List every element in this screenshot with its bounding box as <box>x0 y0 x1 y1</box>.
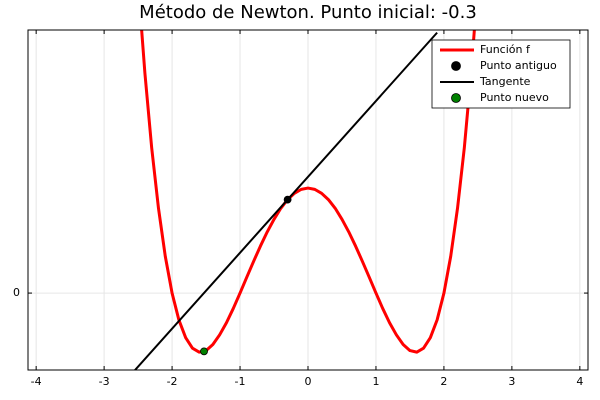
y-tick-label: 0 <box>13 286 20 299</box>
series-line <box>140 30 476 354</box>
chart-title: Método de Newton. Punto inicial: -0.3 <box>139 2 477 23</box>
x-tick-label: 0 <box>305 375 312 388</box>
legend-label: Tangente <box>479 75 531 88</box>
series-line <box>133 31 438 370</box>
x-tick-label: -2 <box>167 375 178 388</box>
legend-marker <box>451 61 461 71</box>
x-tick-label: -3 <box>99 375 110 388</box>
plot-area <box>133 30 476 370</box>
x-tick-label: 2 <box>440 375 447 388</box>
plot-frame <box>27 29 589 371</box>
x-tick-label: 1 <box>372 375 379 388</box>
x-tick-label: 3 <box>508 375 515 388</box>
legend-marker <box>451 93 461 103</box>
legend-label: Punto antiguo <box>480 59 557 72</box>
point <box>200 347 208 356</box>
x-tick-label: -1 <box>235 375 246 388</box>
legend-label: Función f <box>480 43 531 56</box>
legend: Función f Punto antiguo Tangente Punto nuev… <box>431 39 571 109</box>
x-tick-label: -4 <box>31 375 42 388</box>
legend-label: Punto nuevo <box>480 91 549 104</box>
x-tick-label: 4 <box>576 375 583 388</box>
point <box>283 195 292 204</box>
